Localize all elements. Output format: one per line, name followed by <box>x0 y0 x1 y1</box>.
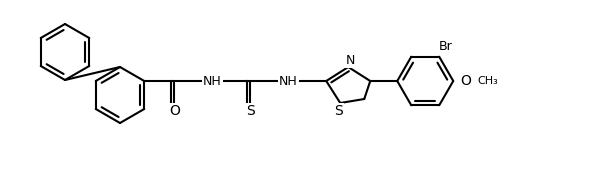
Text: NH: NH <box>279 74 298 87</box>
Text: S: S <box>246 104 254 118</box>
Text: Br: Br <box>439 40 452 53</box>
Text: NH: NH <box>203 74 221 87</box>
Text: N: N <box>346 54 355 66</box>
Text: O: O <box>169 104 179 118</box>
Text: O: O <box>460 74 470 88</box>
Text: S: S <box>334 104 343 118</box>
Text: CH₃: CH₃ <box>478 76 499 86</box>
